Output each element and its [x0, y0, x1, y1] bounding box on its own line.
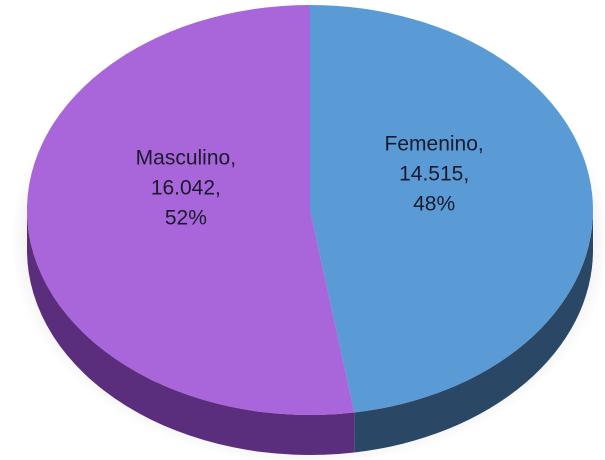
category-label: Femenino, [385, 132, 484, 155]
value-label: 16.042, [151, 177, 221, 200]
slice-side [354, 210, 593, 453]
percent-label: 48% [413, 192, 455, 215]
value-label: 14.515, [399, 162, 469, 185]
category-label: Masculino, [136, 147, 236, 170]
slice [27, 5, 355, 415]
percent-label: 52% [165, 207, 207, 230]
slice-side [27, 210, 355, 455]
slice [310, 5, 594, 413]
